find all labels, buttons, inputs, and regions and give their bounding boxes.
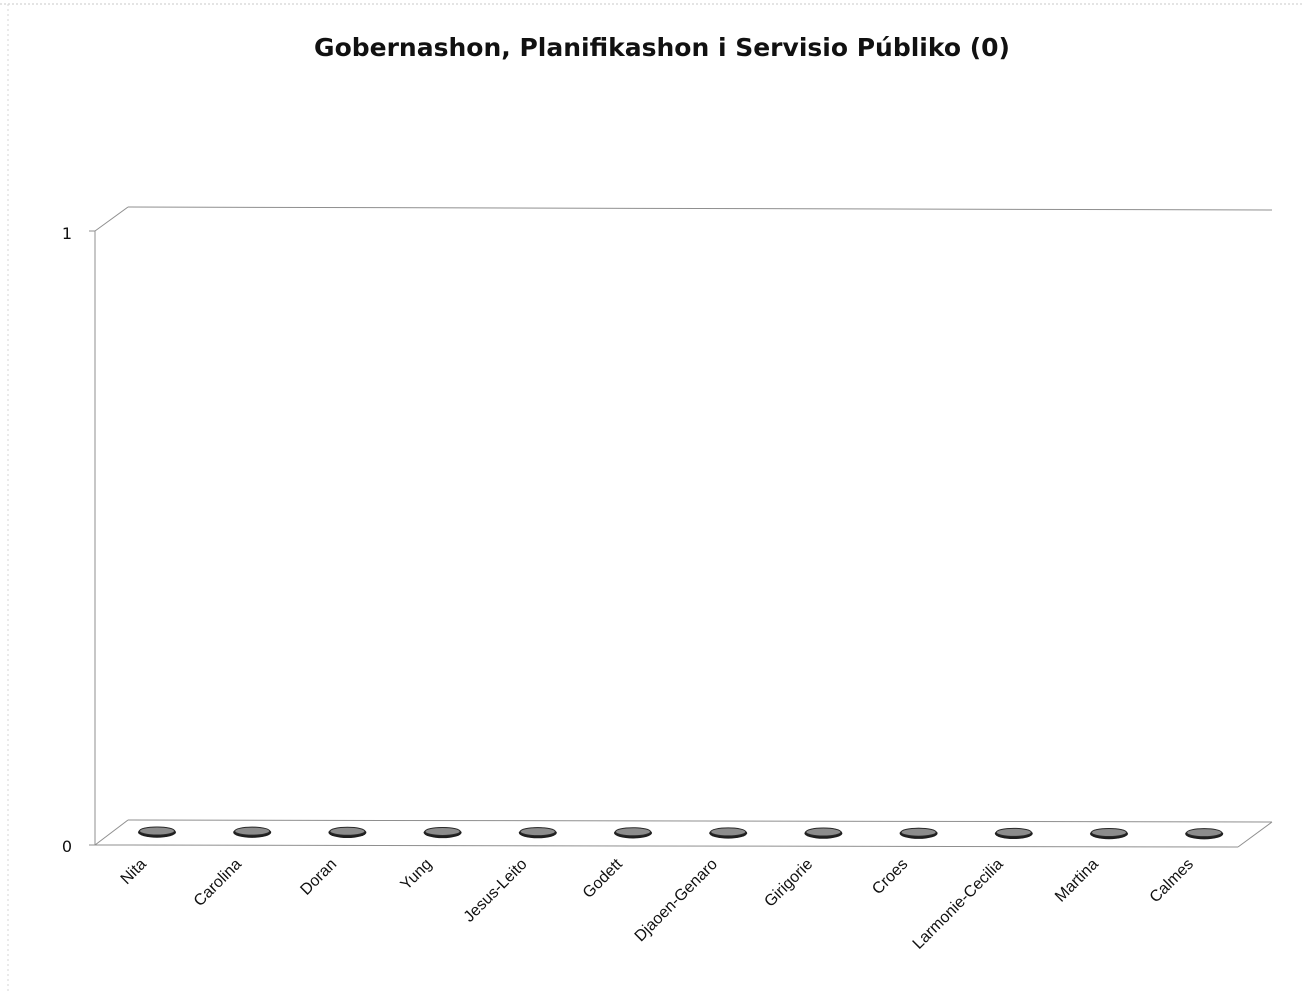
bar-girigorie — [804, 827, 843, 839]
bar-croes — [899, 827, 938, 839]
plot-frame — [94, 206, 1273, 848]
bar-martina — [1090, 828, 1128, 840]
x-tick-label-yung: Yung — [398, 856, 436, 894]
tick-marks — [89, 230, 95, 846]
bar-top — [329, 826, 366, 836]
back-wall-top-edge — [127, 206, 1273, 211]
bar-godett — [614, 827, 652, 839]
x-tick-label-doran: Doran — [297, 856, 340, 899]
floor-right-edge — [1237, 821, 1273, 848]
chart-title: Gobernashon, Planifikashon i Servisio Pú… — [314, 33, 1010, 62]
floor-left-edge — [94, 819, 129, 846]
y-tick-label-0: 0 — [62, 837, 72, 856]
bars-group — [138, 826, 1224, 840]
bar-top — [234, 826, 271, 836]
floor-back-edge — [127, 819, 1273, 823]
bar-jesus-leito — [518, 827, 557, 839]
bar-top — [995, 827, 1032, 837]
x-tick-label-carolina: Carolina — [191, 856, 245, 910]
x-tick-label-djaoen-genaro: Djaoen-Genaro — [632, 856, 721, 945]
x-tick-label-jesus-leito: Jesus-Leito — [461, 856, 531, 926]
bar-djaoen-genaro — [709, 827, 748, 839]
bar-top — [424, 826, 461, 836]
bar-doran — [328, 826, 367, 838]
bar-larmonie-cecilia — [994, 827, 1033, 840]
category-labels-group: Nita Carolina Doran Yung Jesus-Leito Godett Dj… — [118, 855, 1197, 952]
bar-top — [710, 827, 747, 837]
x-tick-label-martina: Martina — [1052, 856, 1102, 906]
bar-top — [615, 827, 651, 837]
bar-top — [519, 827, 556, 837]
bar-top — [1091, 828, 1127, 837]
back-wall-top-corner — [94, 206, 129, 232]
x-tick-label-croes: Croes — [869, 856, 911, 898]
x-tick-label-nita: Nita — [118, 856, 150, 888]
x-tick-label-larmonie-cecilia: Larmonie-Cecilia — [910, 856, 1007, 953]
bar-top — [805, 827, 842, 837]
bar-yung — [423, 826, 462, 839]
bar-top — [1186, 828, 1223, 838]
y-tick-label-1: 1 — [62, 224, 72, 243]
bar-top — [139, 826, 175, 836]
floor-front-edge — [94, 844, 1239, 848]
x-tick-label-calmes: Calmes — [1147, 856, 1197, 906]
bar-calmes — [1185, 828, 1224, 840]
x-tick-label-godett: Godett — [580, 855, 626, 901]
x-tick-label-girigorie: Girigorie — [761, 856, 816, 911]
bar-carolina — [233, 826, 272, 838]
bar-top — [900, 827, 937, 837]
bar-nita — [138, 826, 176, 838]
